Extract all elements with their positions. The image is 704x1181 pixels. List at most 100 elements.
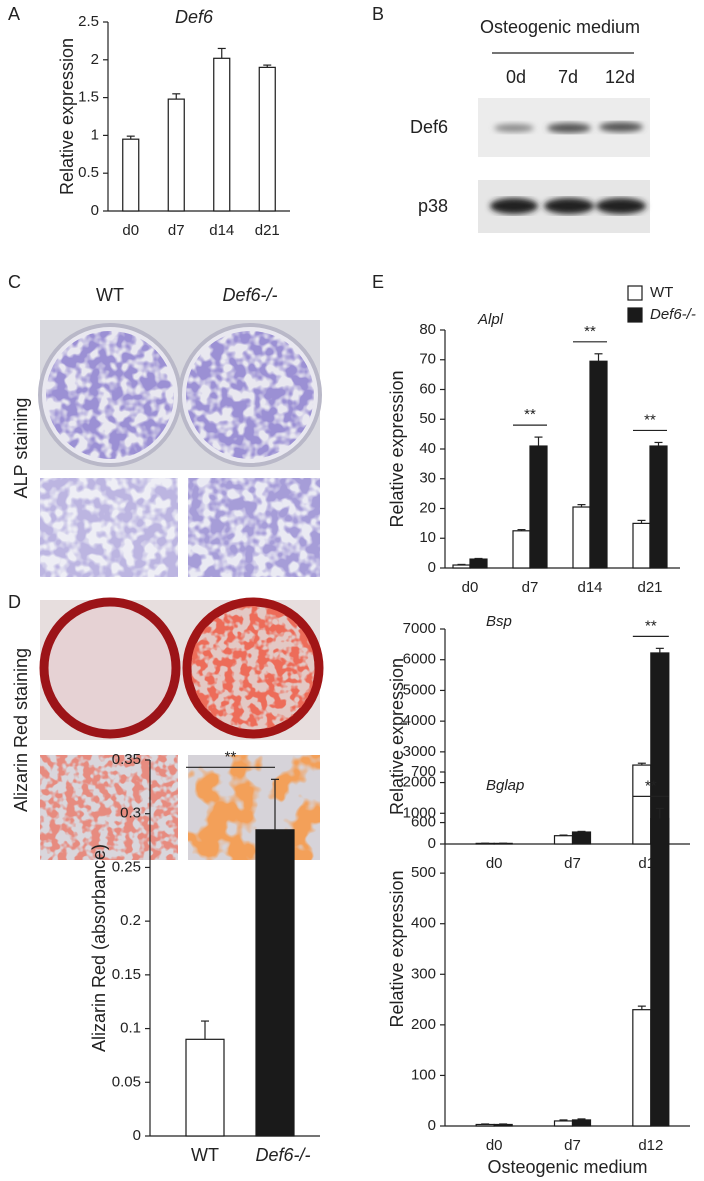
y-tick-label: 3000 — [403, 743, 436, 760]
significance-label: ** — [584, 323, 596, 340]
x-tick-label: d21 — [255, 222, 280, 239]
panel-label: A — [8, 4, 20, 24]
significance-label: ** — [644, 411, 656, 428]
panel-label: B — [372, 4, 384, 24]
bar — [512, 530, 531, 569]
x-tick-label: d7 — [564, 1137, 581, 1154]
x-tick-label: d21 — [637, 579, 662, 596]
y-tick-label: 5000 — [403, 681, 436, 698]
y-axis-label: Relative expression — [387, 870, 407, 1027]
y-tick-label: 20 — [419, 499, 436, 516]
bar — [469, 558, 488, 569]
x-tick-label: Def6-/- — [255, 1145, 310, 1165]
y-tick-label: 7000 — [403, 620, 436, 637]
x-tick-label: d7 — [564, 855, 581, 872]
column-label: Def6-/- — [222, 285, 277, 305]
legend-label: WT — [650, 284, 673, 301]
x-tick-label: d0 — [462, 579, 479, 596]
bar — [122, 138, 140, 212]
x-tick-label: d14 — [209, 222, 234, 239]
y-tick-label: 30 — [419, 470, 436, 487]
x-tick-label: d0 — [486, 855, 503, 872]
x-tick-label: d14 — [577, 579, 602, 596]
y-tick-label: 0 — [91, 202, 99, 219]
blot-title: Osteogenic medium — [480, 17, 640, 37]
y-tick-label: 70 — [419, 351, 436, 368]
y-tick-label: 200 — [411, 1016, 436, 1033]
blot-row-label: p38 — [418, 196, 448, 216]
x-tick-label: d7 — [168, 222, 185, 239]
significance-label: ** — [645, 617, 657, 634]
alizarin-plate — [39, 597, 324, 740]
y-tick-label: 1 — [91, 126, 99, 143]
y-tick-label: 2.5 — [78, 13, 99, 30]
y-tick-label: 2 — [91, 51, 99, 68]
y-tick-label: 10 — [419, 529, 436, 546]
chart-title: Def6 — [175, 7, 214, 27]
bar — [571, 1119, 592, 1127]
column-label: WT — [96, 285, 124, 305]
panel-label: D — [8, 592, 21, 612]
y-tick-label: 0 — [428, 559, 436, 576]
bar — [649, 445, 668, 569]
bar — [185, 1038, 225, 1137]
y-tick-label: 0.2 — [120, 912, 141, 929]
alp-micro — [40, 478, 320, 577]
y-tick-label: 0 — [428, 835, 436, 852]
blot-bands — [490, 198, 646, 214]
y-tick-label: 0.5 — [78, 164, 99, 181]
row-label: Alizarin Red staining — [11, 648, 31, 812]
y-tick-label: 0.35 — [112, 751, 141, 768]
y-tick-label: 6000 — [403, 651, 436, 668]
x-tick-label: d0 — [486, 1137, 503, 1154]
legend-swatch — [627, 307, 643, 323]
chart-title: Alpl — [477, 311, 504, 328]
y-tick-label: 300 — [411, 965, 436, 982]
bar — [475, 1123, 495, 1127]
y-axis-label: Relative expression — [57, 38, 77, 195]
bar — [258, 66, 276, 212]
y-tick-label: 0.05 — [112, 1073, 141, 1090]
lane-label: 0d — [506, 67, 526, 87]
bar — [213, 57, 231, 212]
y-tick-label: 50 — [419, 410, 436, 427]
bar — [493, 1123, 513, 1127]
bar — [572, 506, 591, 569]
y-axis-label: Relative expression — [387, 370, 407, 527]
y-tick-label: 4000 — [403, 712, 436, 729]
panel-label: E — [372, 272, 384, 292]
y-tick-label: 0.3 — [120, 805, 141, 822]
y-tick-label: 600 — [411, 814, 436, 831]
y-tick-label: 400 — [411, 915, 436, 932]
y-tick-label: 700 — [411, 763, 436, 780]
y-tick-label: 0 — [133, 1127, 141, 1144]
chart-title: Bglap — [486, 777, 524, 794]
bar — [255, 829, 295, 1137]
y-tick-label: 500 — [411, 864, 436, 881]
bar — [553, 835, 574, 845]
row-label: ALP staining — [11, 398, 31, 499]
bar — [571, 831, 592, 845]
bar — [553, 1120, 574, 1127]
legend-swatch — [627, 285, 643, 301]
chart-title: Bsp — [486, 613, 512, 630]
bar — [452, 564, 471, 569]
x-tick-label: d7 — [522, 579, 539, 596]
x-tick-label: d12 — [638, 1137, 663, 1154]
y-tick-label: 0.1 — [120, 1020, 141, 1037]
blot-row-label: Def6 — [410, 117, 448, 137]
y-tick-label: 100 — [411, 1066, 436, 1083]
blot-bands — [494, 122, 643, 133]
bar — [167, 98, 185, 212]
significance-label: ** — [645, 777, 657, 794]
lane-label: 7d — [558, 67, 578, 87]
panel-label: C — [8, 272, 21, 292]
y-tick-label: 40 — [419, 440, 436, 457]
significance-label: ** — [524, 406, 536, 423]
y-tick-label: 60 — [419, 380, 436, 397]
y-tick-label: 0 — [428, 1117, 436, 1134]
y-axis-label: Alizarin Red (absorbance) — [89, 844, 109, 1052]
x-tick-label: WT — [191, 1145, 219, 1165]
lane-label: 12d — [605, 67, 635, 87]
